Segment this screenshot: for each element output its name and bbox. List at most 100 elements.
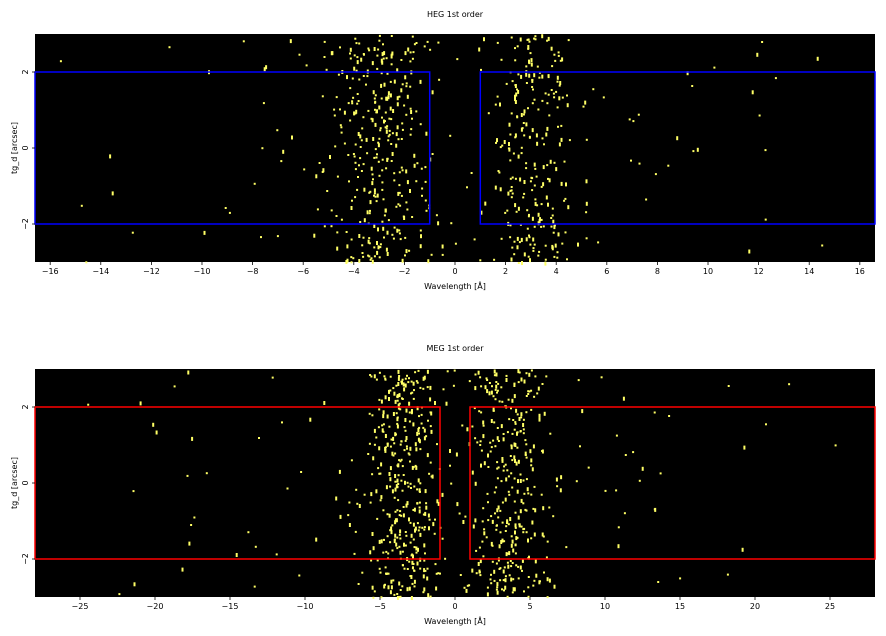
event-mark: [577, 242, 579, 247]
event-mark: [519, 509, 522, 514]
event-mark: [396, 486, 399, 489]
event-mark: [366, 75, 369, 78]
event-mark: [429, 595, 432, 598]
event-mark: [513, 394, 516, 399]
event-mark: [821, 244, 824, 247]
x-tick-label: 6: [604, 267, 609, 276]
event-mark: [409, 133, 412, 136]
event-mark: [411, 553, 414, 556]
event-mark: [441, 253, 444, 256]
event-mark: [437, 41, 440, 44]
event-mark: [349, 57, 352, 60]
event-mark: [346, 75, 348, 80]
event-mark: [378, 539, 381, 544]
event-mark: [514, 526, 517, 529]
event-mark: [513, 587, 516, 592]
event-mark: [372, 596, 375, 599]
event-mark: [387, 91, 390, 96]
event-mark: [405, 534, 408, 537]
event-mark: [430, 429, 433, 434]
event-mark: [336, 231, 339, 234]
y-tick-label: 2: [21, 69, 30, 74]
event-mark: [377, 143, 380, 148]
event-mark: [541, 99, 544, 102]
event-mark: [526, 487, 529, 492]
event-mark: [582, 105, 585, 108]
event-mark: [410, 392, 412, 395]
event-mark: [527, 45, 530, 49]
event-mark: [502, 569, 505, 574]
event-mark: [482, 507, 485, 510]
event-mark: [632, 451, 635, 454]
event-mark: [497, 440, 500, 442]
event-mark: [503, 465, 506, 468]
event-mark: [533, 37, 536, 40]
event-mark: [392, 579, 395, 582]
event-mark: [480, 385, 483, 388]
event-mark: [499, 187, 502, 192]
event-mark: [566, 258, 568, 261]
event-mark: [371, 61, 374, 66]
event-mark: [409, 482, 412, 485]
event-mark: [378, 34, 381, 37]
event-mark: [567, 39, 570, 42]
event-mark: [404, 51, 407, 56]
event-mark: [497, 466, 500, 469]
y-axis-ticks: −2 0 2: [21, 404, 35, 565]
event-mark: [384, 377, 387, 380]
event-mark: [340, 218, 343, 221]
event-mark: [377, 245, 380, 250]
event-mark: [59, 60, 62, 63]
event-mark: [496, 436, 499, 441]
event-mark: [558, 96, 561, 101]
event-mark: [404, 439, 407, 442]
y-tick-label: −2: [21, 553, 30, 565]
event-mark: [543, 411, 546, 416]
event-mark: [517, 89, 520, 94]
event-mark: [442, 388, 445, 391]
event-mark: [373, 590, 376, 593]
event-mark: [415, 546, 418, 551]
event-mark: [585, 211, 588, 214]
event-mark: [398, 514, 401, 517]
event-mark: [512, 152, 515, 155]
event-mark: [413, 389, 415, 392]
event-mark: [525, 167, 528, 170]
event-mark: [384, 434, 387, 438]
event-mark: [519, 565, 522, 570]
event-mark: [381, 169, 384, 172]
event-mark: [520, 146, 523, 149]
event-mark: [388, 117, 391, 120]
event-mark: [397, 403, 400, 408]
event-mark: [354, 161, 357, 164]
event-mark: [424, 199, 427, 202]
event-mark: [563, 199, 566, 202]
event-mark: [512, 587, 515, 592]
event-mark: [428, 526, 430, 531]
event-mark: [543, 143, 545, 146]
event-mark: [486, 592, 489, 597]
event-mark: [385, 573, 388, 575]
event-mark: [391, 51, 394, 56]
event-mark: [533, 225, 536, 228]
event-mark: [395, 484, 398, 489]
event-mark: [515, 536, 518, 541]
event-mark: [518, 523, 521, 528]
event-mark: [422, 513, 425, 516]
event-mark: [406, 208, 409, 211]
event-mark: [488, 382, 491, 384]
event-mark: [409, 189, 411, 193]
event-mark: [386, 535, 389, 538]
event-mark: [407, 452, 410, 455]
event-mark: [517, 154, 520, 159]
event-mark: [474, 437, 477, 440]
event-mark: [410, 110, 413, 114]
event-mark: [412, 563, 415, 565]
event-mark: [379, 472, 382, 475]
event-mark: [508, 142, 510, 146]
event-mark: [566, 94, 568, 97]
event-mark: [376, 517, 379, 520]
event-mark: [376, 241, 378, 245]
event-mark: [484, 201, 487, 206]
event-mark: [418, 526, 421, 529]
